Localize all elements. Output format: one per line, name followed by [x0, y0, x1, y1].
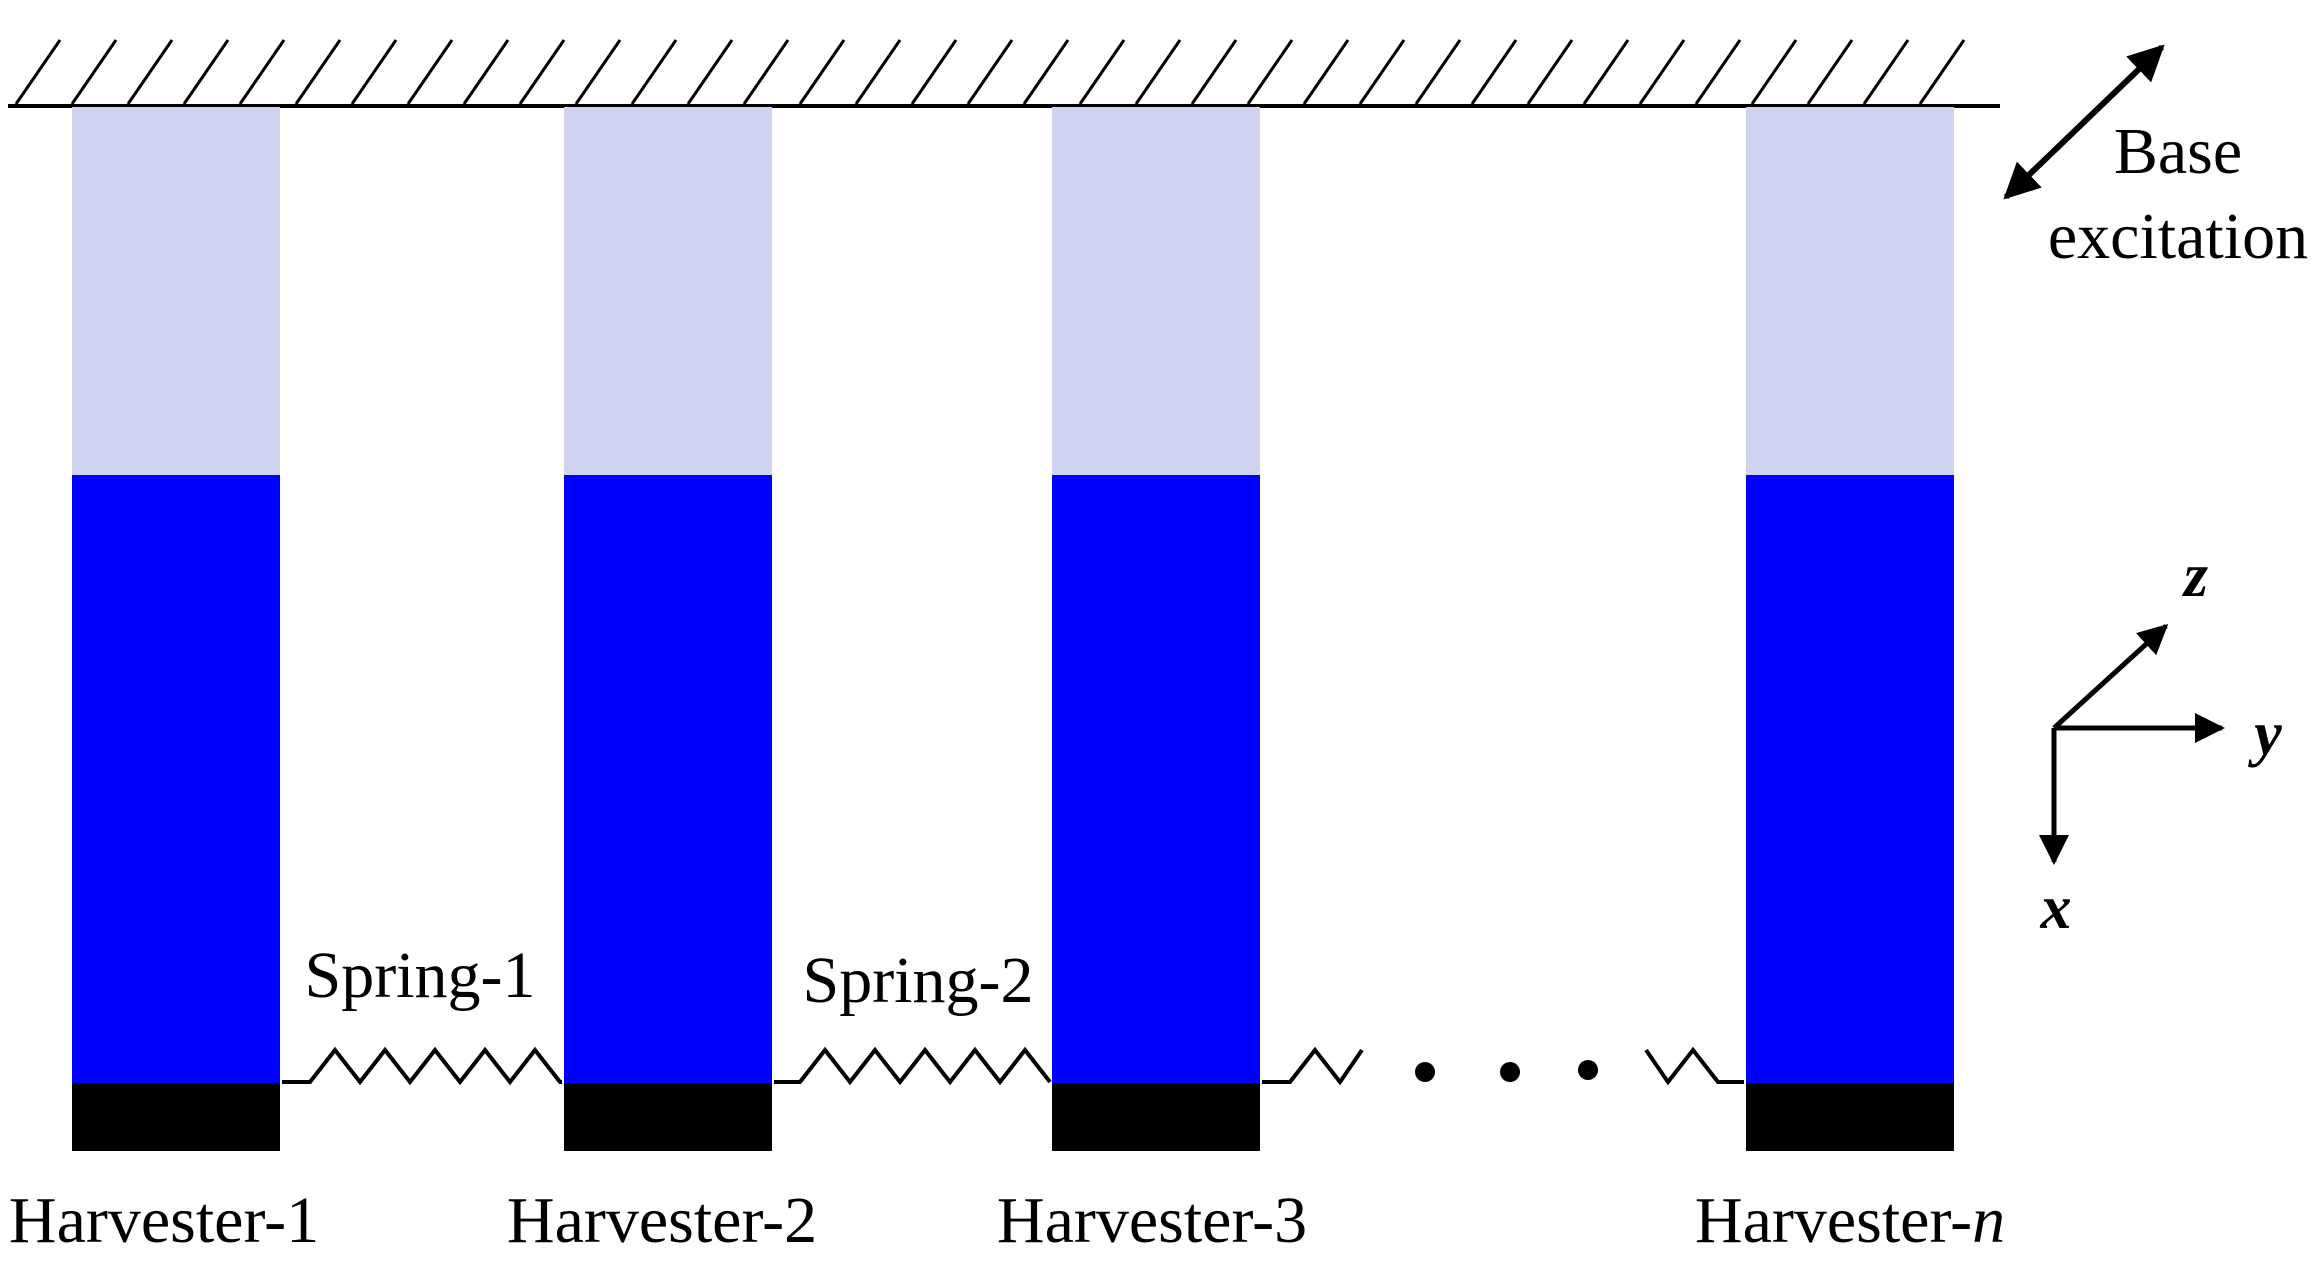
harvester-label: Harvester-2	[507, 1184, 817, 1257]
hatch-stroke	[1078, 39, 1126, 105]
spring-coil	[1644, 1046, 1744, 1086]
double-arrow-icon	[2003, 44, 2165, 200]
hatch-stroke	[126, 39, 174, 105]
substrate-layer	[72, 107, 280, 475]
hatch-stroke	[406, 39, 454, 105]
hatch-stroke	[518, 39, 566, 105]
harvester-label: Harvester-n	[1695, 1184, 2005, 1257]
piezo-layer	[72, 475, 280, 1083]
hatch-stroke	[630, 39, 678, 105]
spring-label: Spring-1	[305, 939, 536, 1012]
x-axis-label: x	[2040, 874, 2072, 942]
hatch-stroke	[1470, 39, 1518, 105]
hatch-stroke	[742, 39, 790, 105]
hatch-stroke	[1862, 39, 1910, 105]
hatch-stroke	[1190, 39, 1238, 105]
z-axis-arrow	[2052, 623, 2169, 730]
hatch-stroke	[1750, 39, 1798, 105]
hatch-stroke	[1526, 39, 1574, 105]
spring-coil	[1262, 1046, 1364, 1086]
hatch-stroke	[1694, 39, 1742, 105]
hatch-stroke	[1358, 39, 1406, 105]
hatch-stroke	[238, 39, 286, 105]
hatch-stroke	[1246, 39, 1294, 105]
piezo-layer	[564, 475, 772, 1083]
hatch-stroke	[966, 39, 1014, 105]
dot	[1500, 1062, 1520, 1082]
hatch-stroke	[910, 39, 958, 105]
spring-coil	[282, 1046, 562, 1086]
tip-mass	[1746, 1083, 1954, 1151]
spring-partial-left	[1644, 1046, 1744, 1086]
dot	[1415, 1062, 1435, 1082]
harvester-2: Harvester-2	[507, 107, 817, 1257]
base-excitation-line1: Base	[2114, 115, 2242, 188]
harvester-label: Harvester-3	[997, 1184, 1307, 1257]
substrate-layer	[1052, 107, 1260, 475]
dot	[1578, 1060, 1598, 1080]
hatch-stroke	[294, 39, 342, 105]
hatch-stroke	[462, 39, 510, 105]
hatch-stroke	[854, 39, 902, 105]
substrate-layer	[1746, 107, 1954, 475]
z-axis-label: z	[2182, 542, 2208, 610]
fixed-base	[8, 39, 2000, 108]
hatch-stroke	[1302, 39, 1350, 105]
piezo-layer	[1746, 475, 1954, 1083]
harvester-3: Harvester-3	[997, 107, 1307, 1257]
base-excitation-line2: excitation	[2048, 200, 2308, 273]
base-hatching	[14, 39, 1966, 105]
hatch-stroke	[1134, 39, 1182, 105]
hatch-stroke	[1414, 39, 1462, 105]
hatch-stroke	[574, 39, 622, 105]
hatch-stroke	[1022, 39, 1070, 105]
ellipsis-dots	[1415, 1060, 1598, 1082]
piezo-layer	[1052, 475, 1260, 1083]
hatch-stroke	[1806, 39, 1854, 105]
spring-1: Spring-1	[282, 939, 562, 1086]
hatch-stroke	[70, 39, 118, 105]
tip-mass	[72, 1083, 280, 1151]
harvester-label: Harvester-1	[9, 1184, 319, 1257]
spring-label: Spring-2	[803, 944, 1034, 1017]
hatch-stroke	[1918, 39, 1966, 105]
base-excitation: Base excitation	[2003, 44, 2308, 273]
hatch-stroke	[1638, 39, 1686, 105]
substrate-layer	[564, 107, 772, 475]
hatch-stroke	[14, 39, 62, 105]
hatch-stroke	[1582, 39, 1630, 105]
y-axis-label: y	[2247, 700, 2282, 768]
harvester-n: Harvester-n	[1695, 107, 2005, 1257]
hatch-stroke	[350, 39, 398, 105]
harvester-1: Harvester-1	[9, 107, 319, 1257]
spring-partial-right	[1262, 1046, 1364, 1086]
tip-mass	[1052, 1083, 1260, 1151]
spring-2: Spring-2	[774, 944, 1052, 1086]
hatch-stroke	[798, 39, 846, 105]
spring-coil	[774, 1046, 1052, 1086]
tip-mass	[564, 1083, 772, 1151]
coordinate-axes: y x z	[2039, 542, 2282, 942]
hatch-stroke	[182, 39, 230, 105]
hatch-stroke	[686, 39, 734, 105]
